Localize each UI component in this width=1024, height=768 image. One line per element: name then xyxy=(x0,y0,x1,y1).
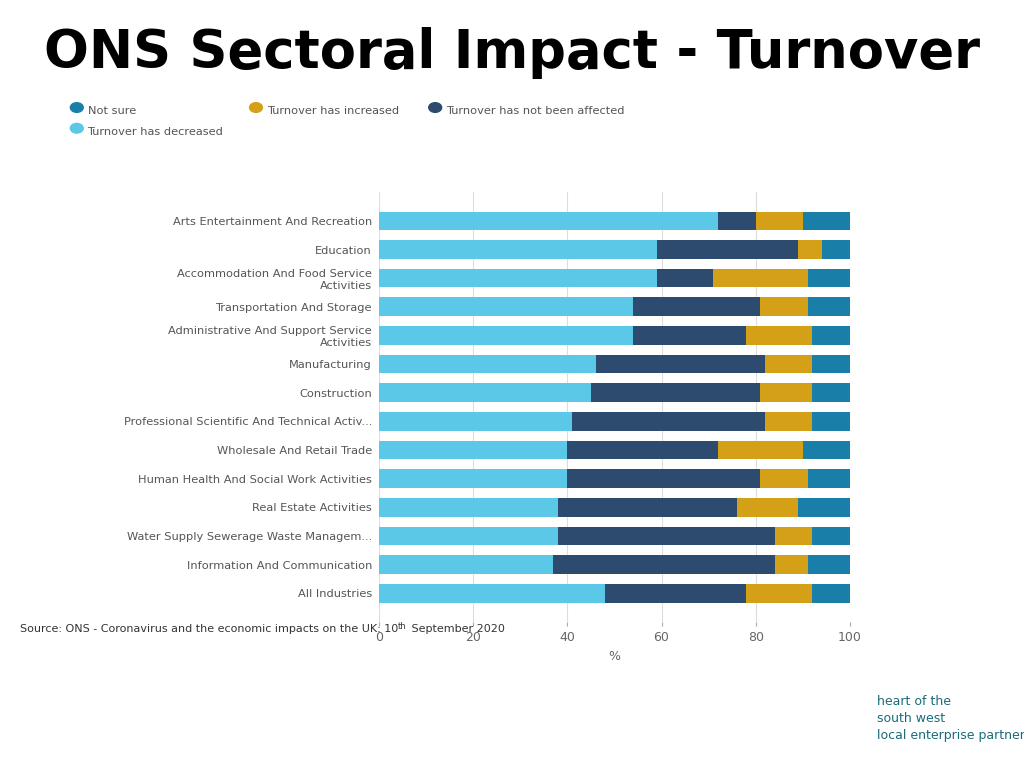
Bar xyxy=(656,269,714,287)
Bar xyxy=(812,527,850,545)
Bar xyxy=(379,297,633,316)
Bar xyxy=(656,240,798,259)
Bar xyxy=(812,326,850,345)
Text: September 2020: September 2020 xyxy=(408,624,505,634)
Bar xyxy=(798,498,850,517)
Bar xyxy=(379,555,553,574)
Bar xyxy=(746,584,812,603)
Bar xyxy=(379,211,718,230)
Bar xyxy=(737,498,798,517)
Bar xyxy=(798,240,821,259)
Bar xyxy=(379,412,572,431)
Bar xyxy=(567,441,718,459)
Bar xyxy=(379,527,558,545)
Bar xyxy=(821,240,850,259)
Bar xyxy=(718,211,756,230)
Bar xyxy=(756,211,803,230)
Bar xyxy=(379,498,558,517)
Text: Turnover has decreased: Turnover has decreased xyxy=(87,127,223,137)
Text: UNIVERSITY OF
EXETER: UNIVERSITY OF EXETER xyxy=(0,697,120,729)
Bar xyxy=(379,326,633,345)
Bar xyxy=(633,297,761,316)
Bar xyxy=(765,412,812,431)
Bar xyxy=(379,441,567,459)
Bar xyxy=(379,240,656,259)
Bar xyxy=(746,326,812,345)
Bar xyxy=(812,383,850,402)
Bar xyxy=(812,584,850,603)
Text: Turnover has increased: Turnover has increased xyxy=(266,106,399,117)
Text: ONS Sectoral Impact - Turnover: ONS Sectoral Impact - Turnover xyxy=(44,27,980,79)
Bar xyxy=(808,555,850,574)
Bar xyxy=(596,355,765,373)
Bar xyxy=(812,412,850,431)
Bar xyxy=(774,527,812,545)
Text: Not sure: Not sure xyxy=(87,106,136,117)
Bar xyxy=(803,211,850,230)
Bar xyxy=(808,469,850,488)
Bar xyxy=(379,355,596,373)
X-axis label: %: % xyxy=(608,650,621,663)
Bar xyxy=(567,469,761,488)
Bar xyxy=(808,269,850,287)
Bar xyxy=(379,383,591,402)
Bar xyxy=(558,498,737,517)
Bar xyxy=(591,383,761,402)
Bar xyxy=(718,441,803,459)
Bar xyxy=(803,441,850,459)
Bar xyxy=(761,469,808,488)
Bar xyxy=(553,555,774,574)
Text: th: th xyxy=(397,622,406,631)
Bar xyxy=(714,269,808,287)
Bar xyxy=(774,555,808,574)
Bar xyxy=(812,355,850,373)
Bar xyxy=(808,297,850,316)
Text: heart of the
south west
local enterprise partnership: heart of the south west local enterprise… xyxy=(877,694,1024,742)
Bar xyxy=(761,383,812,402)
Bar xyxy=(633,326,746,345)
Bar xyxy=(379,584,605,603)
Text: Turnover has not been affected: Turnover has not been affected xyxy=(446,106,625,117)
Bar xyxy=(558,527,774,545)
Bar xyxy=(572,412,765,431)
Bar xyxy=(605,584,746,603)
Bar xyxy=(379,469,567,488)
Text: Source: ONS - Coronavirus and the economic impacts on the UK: 10: Source: ONS - Coronavirus and the econom… xyxy=(20,624,398,634)
Bar xyxy=(761,297,808,316)
Bar xyxy=(765,355,812,373)
Bar xyxy=(379,269,656,287)
Text: www.exeter.ac.uk: www.exeter.ac.uk xyxy=(173,708,382,728)
